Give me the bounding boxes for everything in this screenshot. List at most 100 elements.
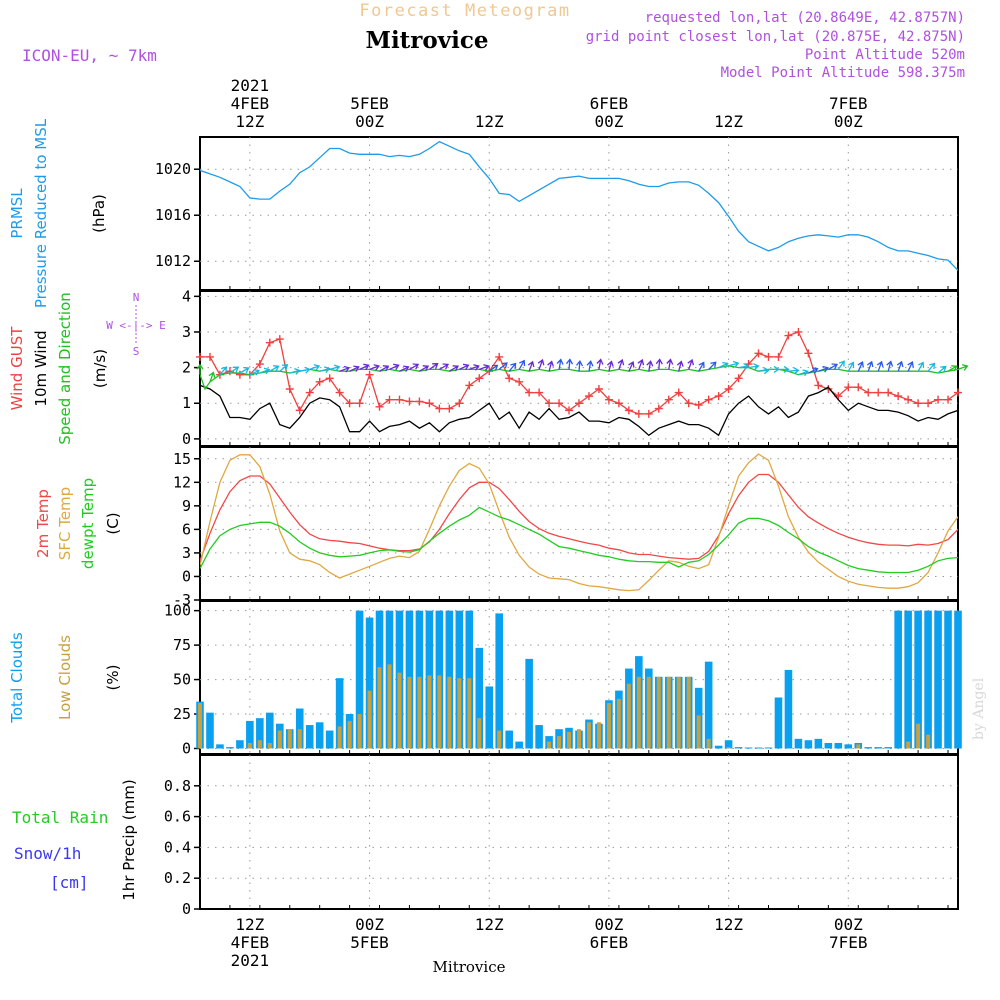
gust-marker [565, 406, 574, 415]
wind-direction-arrow [309, 364, 321, 371]
bottom-time-label: 2021 [231, 951, 270, 970]
low-cloud-bar [447, 676, 452, 749]
gust-marker [235, 370, 244, 379]
wind-direction-arrow [419, 365, 430, 372]
total-cloud-bar [864, 747, 873, 749]
compass-south: S [133, 345, 140, 358]
y-tick-label: 0 [182, 430, 191, 448]
low-cloud-bar [477, 718, 482, 749]
y-tick-label: 1016 [155, 206, 191, 224]
y-tick-label: 50 [173, 671, 191, 689]
bottom-time-label: 12Z [714, 915, 743, 934]
low-cloud-bar [596, 722, 601, 749]
total-cloud-bar [295, 708, 304, 749]
total-cloud-bar [226, 747, 234, 749]
wind-direction-arrow [399, 365, 410, 372]
y-tick-label: 1020 [155, 160, 191, 178]
low-cloud-bar [427, 675, 432, 749]
wind-direction-arrow [886, 360, 894, 372]
wind-direction-arrow [249, 369, 260, 376]
total-cloud-bar [495, 613, 504, 749]
low-cloud-bar [926, 734, 931, 749]
location-title: Mitrovice [365, 27, 488, 54]
y-tick-label: 0.6 [164, 808, 191, 826]
wind-direction-arrow [329, 364, 341, 372]
gust-marker [954, 388, 962, 397]
wind-direction-arrow [459, 363, 470, 371]
watermark: by Angel [971, 677, 987, 740]
total-cloud-bar [734, 747, 743, 749]
wind-direction-arrow [837, 360, 845, 370]
wind-direction-arrow [547, 360, 555, 372]
bottom-time-label: 00Z [834, 915, 863, 934]
wind-direction-arrow [229, 366, 240, 374]
wind-direction-arrow [389, 363, 400, 371]
gust-marker [395, 395, 404, 404]
wind-direction-arrow [448, 365, 460, 372]
top-time-label: 6FEB [590, 94, 629, 113]
y-tick-label: 0 [182, 567, 191, 585]
total-cloud-bar [874, 747, 883, 749]
panel-label: 10m Wind [32, 330, 50, 406]
low-cloud-bar [636, 676, 641, 749]
top-time-label: 12Z [235, 112, 264, 131]
wind-direction-arrow [748, 363, 760, 371]
wind-direction-arrow [596, 358, 604, 370]
low-cloud-bar [267, 742, 272, 749]
footer-location: Mitrovice [433, 958, 506, 976]
gust-marker [305, 388, 314, 397]
gust-marker [884, 388, 893, 397]
panel-label: Total Clouds [8, 632, 26, 724]
wind-direction-arrow [857, 361, 864, 372]
meteogram-title: Forecast Meteogram [359, 1, 570, 21]
y-tick-label: 75 [173, 636, 191, 654]
total-cloud-bar [844, 744, 853, 749]
low-cloud-bar [606, 703, 611, 749]
top-time-label: 12Z [475, 112, 504, 131]
gust-marker [914, 399, 923, 408]
low-cloud-bar [347, 720, 352, 749]
wind-direction-arrow [518, 359, 526, 370]
gust-marker [535, 388, 544, 397]
total-cloud-bar [804, 740, 813, 749]
gust-marker [465, 381, 474, 390]
total-cloud-bar [325, 730, 334, 749]
low-cloud-bar [367, 690, 372, 749]
point-altitude: Point Altitude 520m [805, 47, 965, 63]
y-tick-label: 0 [182, 900, 191, 918]
top-time-label: 2021 [231, 76, 270, 95]
total-cloud-bar [335, 678, 344, 749]
total-cloud-bar [365, 617, 374, 749]
gust-marker [764, 352, 773, 361]
gridpoint-coords: grid point closest lon,lat (20.875E, 42.… [586, 29, 965, 45]
total-cloud-bar [744, 747, 753, 749]
wind-direction-arrow [369, 364, 381, 371]
gust-marker [694, 401, 703, 410]
total-cloud-bar [754, 747, 763, 749]
wind-direction-arrow [208, 371, 216, 383]
total-cloud-bar [944, 610, 952, 749]
gust-marker [196, 352, 204, 361]
y-tick-label: 0 [182, 739, 191, 757]
gust-marker [864, 388, 873, 397]
total-cloud-bar [714, 745, 723, 749]
y-tick-label: 1 [182, 394, 191, 412]
y-tick-label: 0.4 [164, 838, 191, 856]
low-cloud-bar [906, 741, 911, 749]
gust-marker [295, 406, 304, 415]
gust-marker [205, 352, 214, 361]
top-time-label: 12Z [714, 112, 743, 131]
total-cloud-bar [884, 747, 892, 749]
total-cloud-bar [206, 712, 214, 749]
gust-marker [315, 377, 324, 386]
series-line-wind10m [200, 384, 958, 437]
gust-marker [365, 370, 374, 379]
series-line-direction_trace [200, 365, 958, 391]
total-cloud-bar [315, 722, 324, 749]
gust-marker [355, 399, 364, 408]
bottom-time-label: 4FEB [231, 933, 270, 952]
wind-direction-arrow [666, 358, 674, 370]
gust-marker [904, 395, 913, 404]
